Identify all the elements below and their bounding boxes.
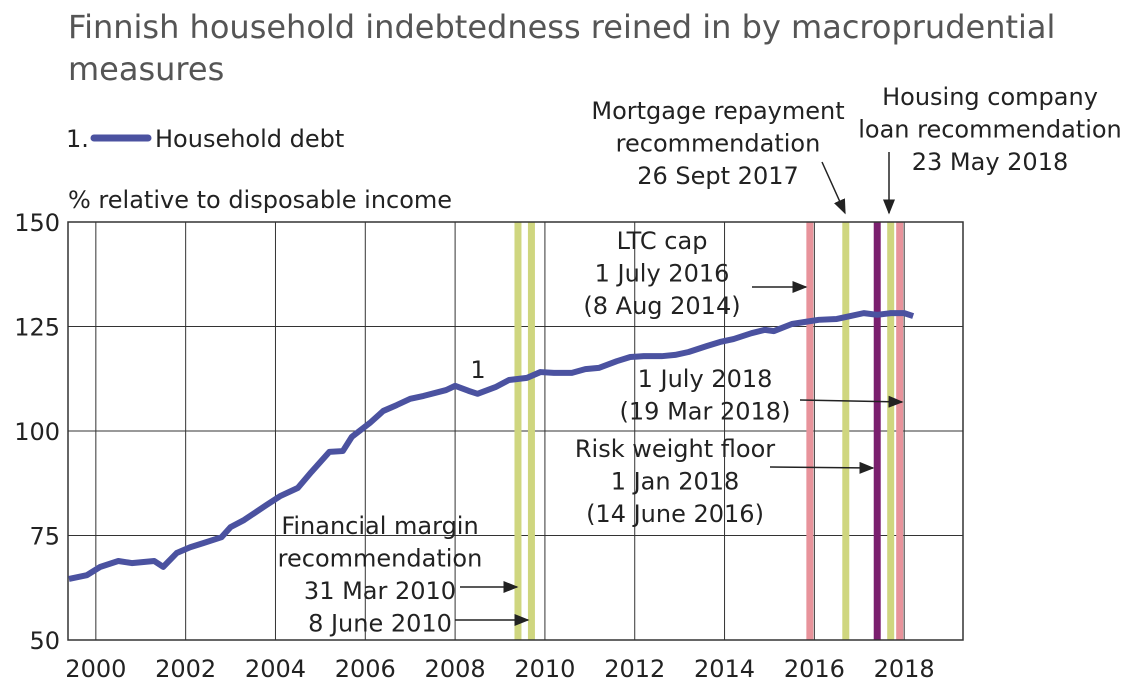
series-label: 1 [470,356,485,384]
legend-label: Household debt [155,125,344,153]
annotation-arrow [821,161,846,215]
annotation-text: loan recommendation [858,116,1122,144]
x-tick-label: 2014 [694,655,755,683]
annotation-text: Housing company [882,83,1098,111]
x-tick-label: 2002 [155,655,216,683]
x-tick-label: 2000 [65,655,126,683]
x-tick-label: 2006 [335,655,396,683]
annotation-arrow [769,461,875,474]
x-tick-label: 2008 [425,655,486,683]
annotation-text: 31 Mar 2010 [304,577,456,605]
annotation-text: Financial margin [281,512,478,540]
annotation-text: LTC cap [617,227,708,255]
annotation-arrow [799,395,904,408]
chart-title: Finnish household indebtedness reined in… [68,8,1056,88]
annotation-text: (8 Aug 2014) [583,292,740,320]
y-tick-label: 50 [29,627,60,655]
y-tick-label: 100 [14,418,60,446]
x-tick-label: 2004 [245,655,306,683]
annotation-text: Risk weight floor [575,435,775,463]
data-line [68,310,915,582]
x-tick-label: 2018 [874,655,935,683]
x-tick-label: 2016 [784,655,845,683]
annotation-text: 23 May 2018 [912,148,1069,176]
annotation-text: Mortgage repayment [591,97,844,125]
y-axis-label: % relative to disposable income [68,186,452,214]
annotation-text: 26 Sept 2017 [637,162,799,190]
x-tick-label: 2012 [604,655,665,683]
y-tick-label: 75 [29,523,60,551]
annotation-text: 1 July 2016 [595,260,730,288]
plot-frame [67,221,964,641]
annotation-text: (14 June 2016) [586,500,764,528]
y-tick-label: 150 [14,209,60,237]
y-tick-label: 125 [14,314,60,342]
x-tick-label: 2010 [514,655,575,683]
annotation-text: 1 July 2018 [638,365,773,393]
annotation-text: 1 Jan 2018 [611,468,740,496]
annotation-text: (19 Mar 2018) [620,398,791,426]
annotation-text: recommendation [616,130,821,158]
annotation-text: 8 June 2010 [308,610,452,638]
legend-prefix: 1. [66,125,89,153]
annotation-text: recommendation [278,545,483,573]
